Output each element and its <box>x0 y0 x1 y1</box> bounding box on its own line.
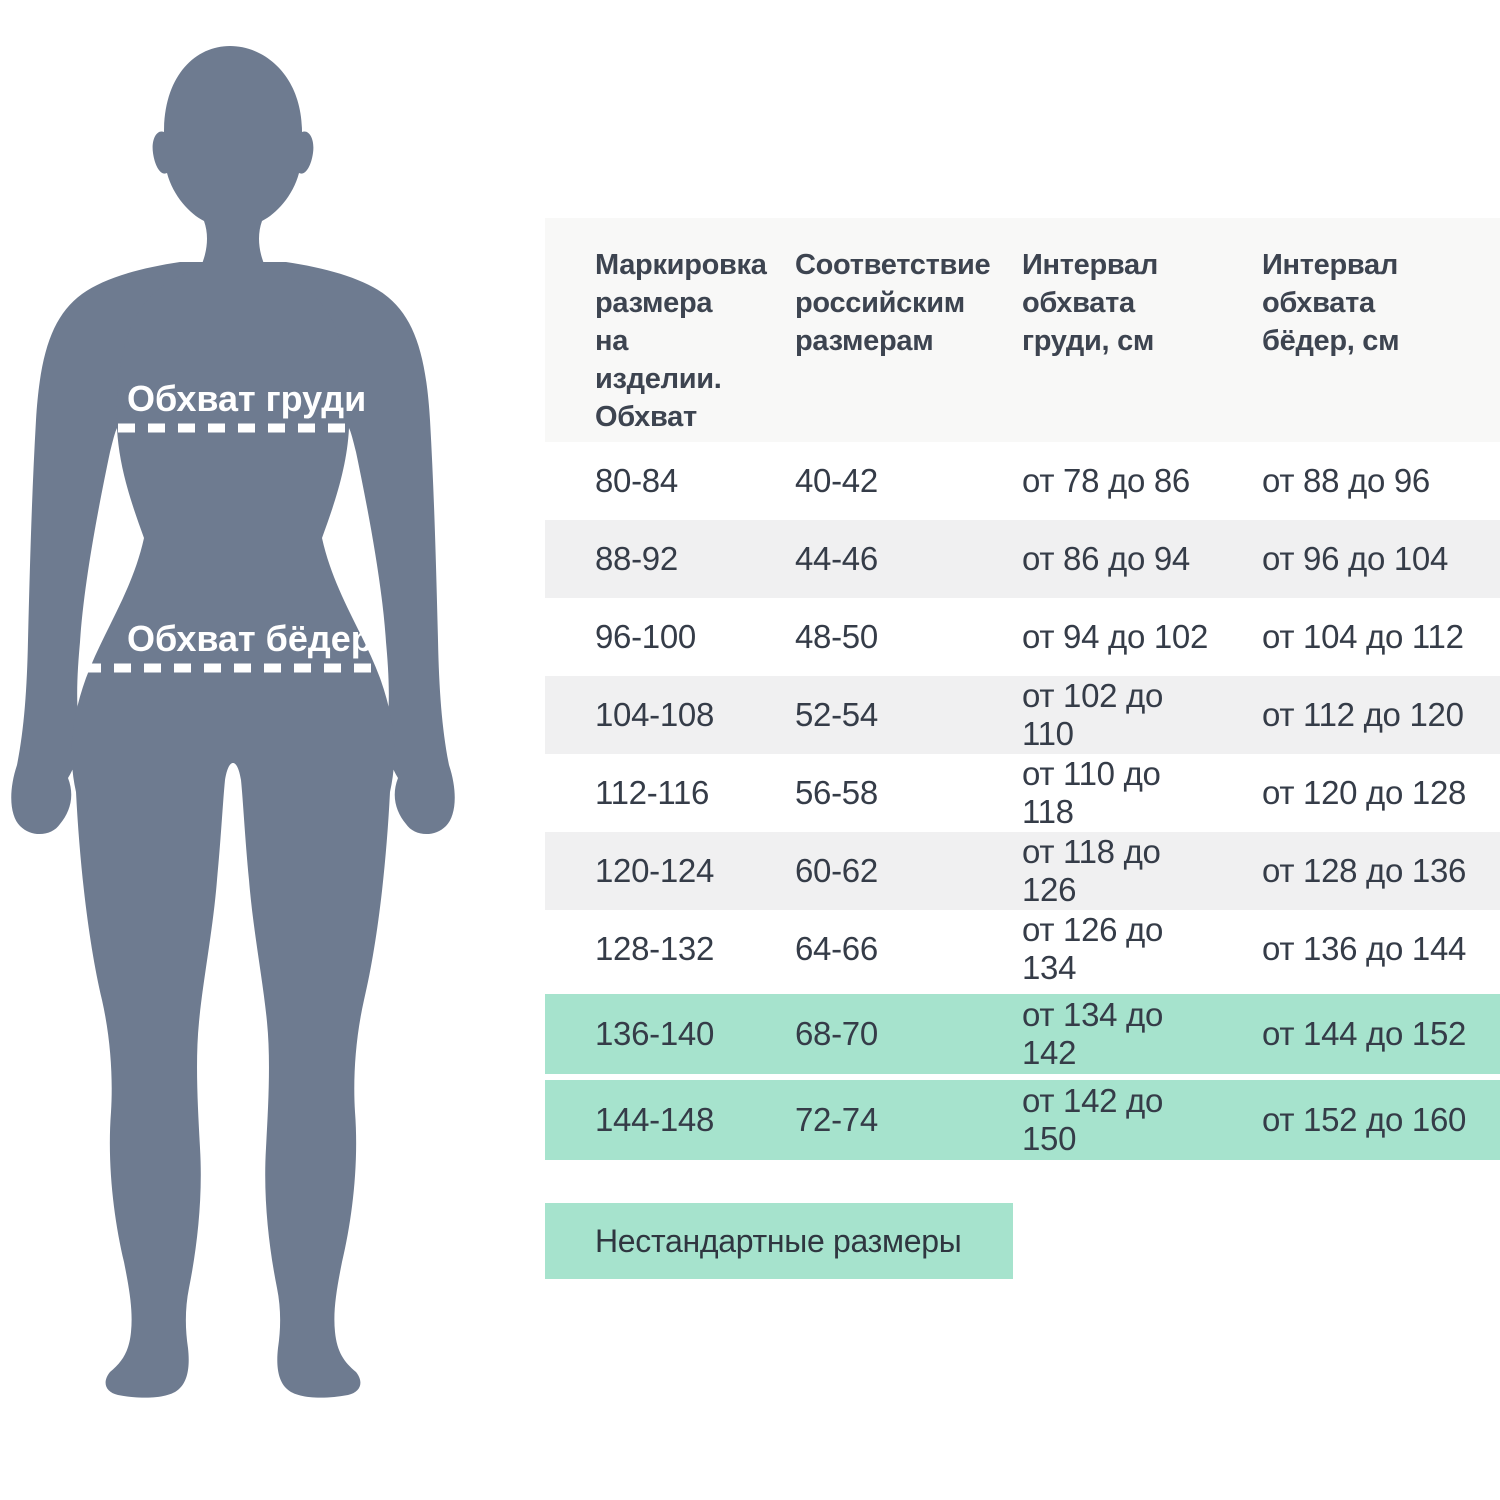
table-row: 104-108 52-54 от 102 до 110 от 112 до 12… <box>545 676 1500 754</box>
body-silhouette-diagram: Обхват груди Обхват бёдер <box>11 46 455 1398</box>
cell-hips-interval: от 152 до 160 <box>1262 1101 1467 1138</box>
cell-russian-size: 56-58 <box>795 774 878 811</box>
cell-russian-size: 60-62 <box>795 852 878 889</box>
chest-measure-label: Обхват груди <box>127 378 366 419</box>
arms-shape <box>11 262 455 835</box>
cell-size-marking: 88-92 <box>595 540 678 577</box>
cell-hips-interval: от 136 до 144 <box>1262 930 1467 967</box>
cell-chest-interval: от 118 до 126 <box>1022 833 1161 908</box>
cell-russian-size: 40-42 <box>795 462 878 499</box>
nonstandard-sizes-legend: Нестандартные размеры <box>545 1203 1013 1279</box>
header-size-marking: Маркировка размера на изделии. Обхват гр… <box>595 249 767 471</box>
cell-size-marking: 144-148 <box>595 1101 715 1138</box>
cell-hips-interval: от 144 до 152 <box>1262 1015 1467 1052</box>
header-hips-interval: Интервал обхвата бёдер, см <box>1262 249 1400 357</box>
cell-size-marking: 136-140 <box>595 1015 715 1052</box>
torso-legs-shape <box>71 268 395 1398</box>
table-row: 96-100 48-50 от 94 до 102 от 104 до 112 <box>545 598 1500 676</box>
header-russian-size: Соответствие российским размерам <box>795 249 991 357</box>
size-table: Маркировка размера на изделии. Обхват гр… <box>545 218 1500 1160</box>
cell-size-marking: 104-108 <box>595 696 715 733</box>
table-row: 144-148 72-74 от 142 до 150 от 152 до 16… <box>545 1080 1500 1160</box>
cell-size-marking: 128-132 <box>595 930 715 967</box>
table-row: 120-124 60-62 от 118 до 126 от 128 до 13… <box>545 832 1500 910</box>
cell-chest-interval: от 102 до 110 <box>1022 677 1164 752</box>
cell-russian-size: 48-50 <box>795 618 878 655</box>
cell-size-marking: 80-84 <box>595 462 678 499</box>
table-row: 112-116 56-58 от 110 до 118 от 120 до 12… <box>545 754 1500 832</box>
table-header-row: Маркировка размера на изделии. Обхват гр… <box>545 218 1500 471</box>
hips-measure-label: Обхват бёдер <box>127 618 373 659</box>
cell-hips-interval: от 104 до 112 <box>1262 618 1464 655</box>
cell-russian-size: 52-54 <box>795 696 878 733</box>
cell-chest-interval: от 142 до 150 <box>1022 1082 1164 1157</box>
cell-chest-interval: от 94 до 102 <box>1022 618 1209 655</box>
cell-russian-size: 44-46 <box>795 540 878 577</box>
cell-size-marking: 96-100 <box>595 618 696 655</box>
cell-chest-interval: от 110 до 118 <box>1022 755 1161 830</box>
cell-russian-size: 68-70 <box>795 1015 878 1052</box>
cell-hips-interval: от 112 до 120 <box>1262 696 1464 733</box>
cell-hips-interval: от 88 до 96 <box>1262 462 1430 499</box>
cell-chest-interval: от 78 до 86 <box>1022 462 1190 499</box>
legend-label: Нестандартные размеры <box>595 1222 962 1259</box>
cell-hips-interval: от 96 до 104 <box>1262 540 1449 577</box>
table-row: 80-84 40-42 от 78 до 86 от 88 до 96 <box>545 442 1500 520</box>
cell-chest-interval: от 134 до 142 <box>1022 996 1164 1071</box>
cell-chest-interval: от 126 до 134 <box>1022 911 1164 986</box>
cell-russian-size: 64-66 <box>795 930 878 967</box>
body-silhouette <box>11 46 455 1398</box>
header-chest-interval: Интервал обхвата груди, см <box>1022 249 1159 357</box>
head-shape <box>152 46 314 290</box>
cell-chest-interval: от 86 до 94 <box>1022 540 1190 577</box>
cell-hips-interval: от 120 до 128 <box>1262 774 1467 811</box>
cell-hips-interval: от 128 до 136 <box>1262 852 1467 889</box>
cell-russian-size: 72-74 <box>795 1101 878 1138</box>
table-row: 136-140 68-70 от 134 до 142 от 144 до 15… <box>545 994 1500 1074</box>
table-body: 80-84 40-42 от 78 до 86 от 88 до 96 88-9… <box>545 442 1500 1160</box>
cell-size-marking: 112-116 <box>595 774 710 811</box>
table-row: 128-132 64-66 от 126 до 134 от 136 до 14… <box>545 910 1500 988</box>
table-row: 88-92 44-46 от 86 до 94 от 96 до 104 <box>545 520 1500 598</box>
cell-size-marking: 120-124 <box>595 852 715 889</box>
